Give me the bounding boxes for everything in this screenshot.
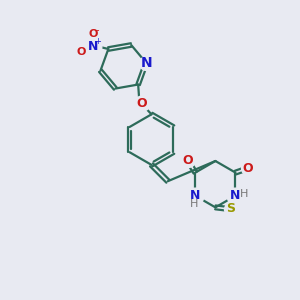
Text: H: H — [240, 189, 248, 199]
Text: O: O — [183, 154, 193, 166]
Text: S: S — [226, 202, 235, 215]
Text: O: O — [76, 47, 86, 57]
Text: +: + — [94, 38, 101, 46]
Text: H: H — [190, 199, 198, 209]
Text: O: O — [243, 162, 253, 175]
Text: O: O — [89, 28, 98, 39]
Text: N: N — [230, 189, 241, 202]
Text: N: N — [140, 56, 152, 70]
Text: N: N — [88, 40, 99, 52]
Text: N: N — [190, 189, 200, 202]
Text: -: - — [95, 25, 99, 35]
Text: O: O — [136, 97, 147, 110]
